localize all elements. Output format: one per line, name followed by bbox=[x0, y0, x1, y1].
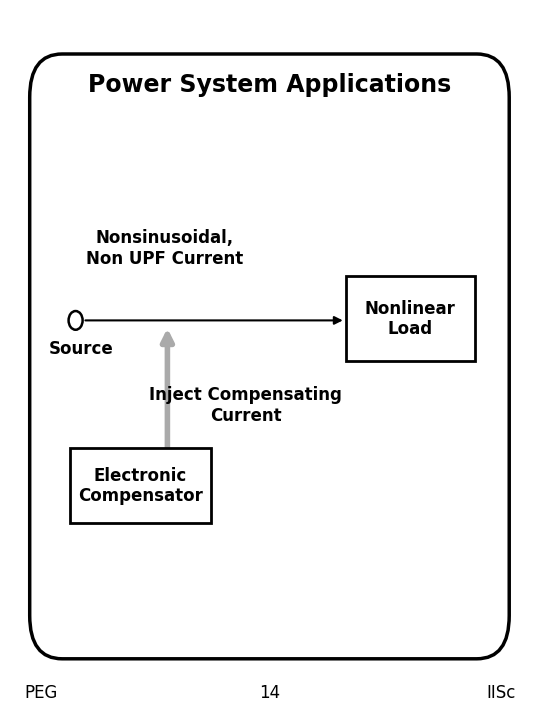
Circle shape bbox=[69, 311, 83, 330]
FancyBboxPatch shape bbox=[30, 54, 509, 659]
Text: Source: Source bbox=[49, 340, 113, 358]
Text: IISc: IISc bbox=[487, 684, 516, 701]
Text: Nonlinear
Load: Nonlinear Load bbox=[365, 300, 456, 338]
FancyBboxPatch shape bbox=[346, 276, 475, 361]
Text: PEG: PEG bbox=[24, 684, 58, 701]
Text: 14: 14 bbox=[259, 684, 281, 701]
Text: Electronic
Compensator: Electronic Compensator bbox=[78, 467, 203, 505]
Text: Nonsinusoidal,
Non UPF Current: Nonsinusoidal, Non UPF Current bbox=[86, 229, 244, 268]
FancyBboxPatch shape bbox=[70, 448, 211, 523]
Text: Inject Compensating
Current: Inject Compensating Current bbox=[149, 386, 342, 425]
Text: Power System Applications: Power System Applications bbox=[89, 73, 451, 97]
